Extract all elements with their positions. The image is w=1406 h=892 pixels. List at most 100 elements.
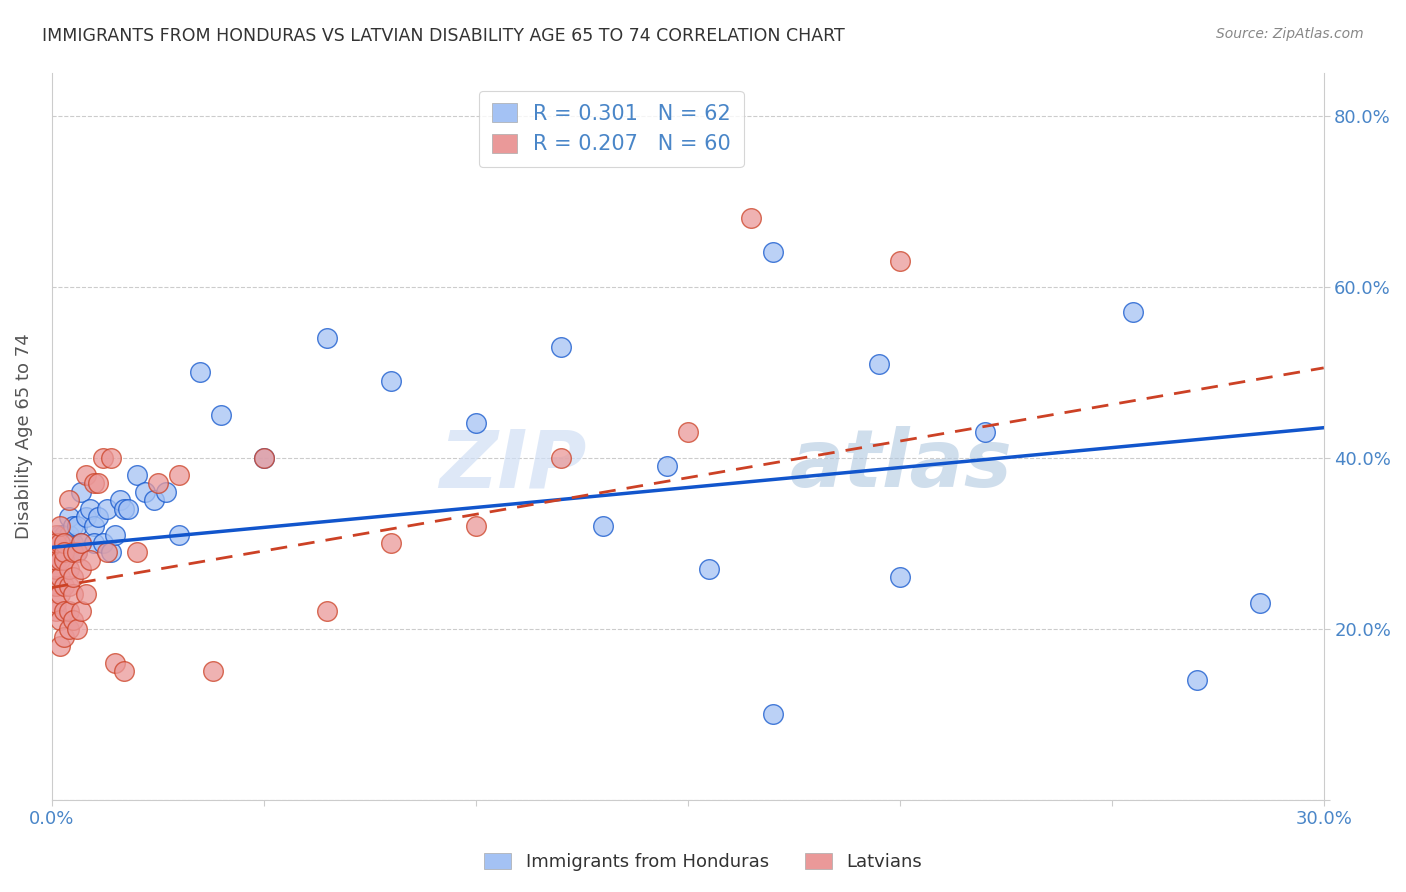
Point [167,467,190,482]
Point [58,562,80,576]
Point [75,587,97,601]
Point [53,553,76,567]
Point [58,527,80,541]
Point [592,519,614,533]
Point [83,519,105,533]
Point [45,536,67,550]
Point [49,536,72,550]
Point [1185,673,1208,687]
Point [142,493,165,508]
Point [66,622,89,636]
Point [62,544,84,558]
Point [96,544,118,558]
Point [58,510,80,524]
Point [49,553,72,567]
Point [117,502,139,516]
Point [62,519,84,533]
Point [53,536,76,550]
Point [87,510,110,524]
Point [49,527,72,541]
Point [45,536,67,550]
Point [209,408,232,422]
Point [53,579,76,593]
Point [201,665,224,679]
Legend: R = 0.301   N = 62, R = 0.207   N = 60: R = 0.301 N = 62, R = 0.207 N = 60 [479,91,744,167]
Y-axis label: Disability Age 65 to 74: Disability Age 65 to 74 [15,334,32,539]
Point [45,553,67,567]
Point [380,536,402,550]
Point [1122,305,1144,319]
Point [58,536,80,550]
Point [550,450,572,465]
Point [91,450,114,465]
Point [87,476,110,491]
Point [53,536,76,550]
Point [49,570,72,584]
Point [41,562,63,576]
Point [79,553,101,567]
Point [125,467,148,482]
Point [70,536,93,550]
Point [45,536,67,550]
Point [70,562,93,576]
Point [868,357,890,371]
Point [45,536,67,550]
Text: IMMIGRANTS FROM HONDURAS VS LATVIAN DISABILITY AGE 65 TO 74 CORRELATION CHART: IMMIGRANTS FROM HONDURAS VS LATVIAN DISA… [42,27,845,45]
Point [83,476,105,491]
Point [83,536,105,550]
Point [45,579,67,593]
Point [112,502,135,516]
Point [125,544,148,558]
Point [49,587,72,601]
Point [79,502,101,516]
Point [53,527,76,541]
Point [100,450,122,465]
Point [45,553,67,567]
Text: atlas: atlas [790,426,1012,504]
Point [49,536,72,550]
Point [45,527,67,541]
Point [58,493,80,508]
Point [66,544,89,558]
Point [96,502,118,516]
Point [49,536,72,550]
Point [1249,596,1271,610]
Point [49,519,72,533]
Point [380,374,402,388]
Point [112,665,135,679]
Point [70,605,93,619]
Point [53,605,76,619]
Point [75,510,97,524]
Point [676,425,699,439]
Point [70,536,93,550]
Point [45,536,67,550]
Point [253,450,276,465]
Point [58,622,80,636]
Point [167,527,190,541]
Point [49,536,72,550]
Point [66,519,89,533]
Point [316,331,339,345]
Point [108,493,131,508]
Point [49,536,72,550]
Point [41,536,63,550]
Point [62,544,84,558]
Point [62,613,84,627]
Text: Source: ZipAtlas.com: Source: ZipAtlas.com [1216,27,1364,41]
Point [889,570,911,584]
Point [62,570,84,584]
Point [655,459,678,474]
Point [75,467,97,482]
Point [49,613,72,627]
Point [66,544,89,558]
Point [58,579,80,593]
Point [53,536,76,550]
Point [49,536,72,550]
Point [740,211,762,226]
Point [889,254,911,268]
Legend: Immigrants from Honduras, Latvians: Immigrants from Honduras, Latvians [477,846,929,879]
Point [104,527,127,541]
Point [188,365,211,379]
Point [45,536,67,550]
Point [70,484,93,499]
